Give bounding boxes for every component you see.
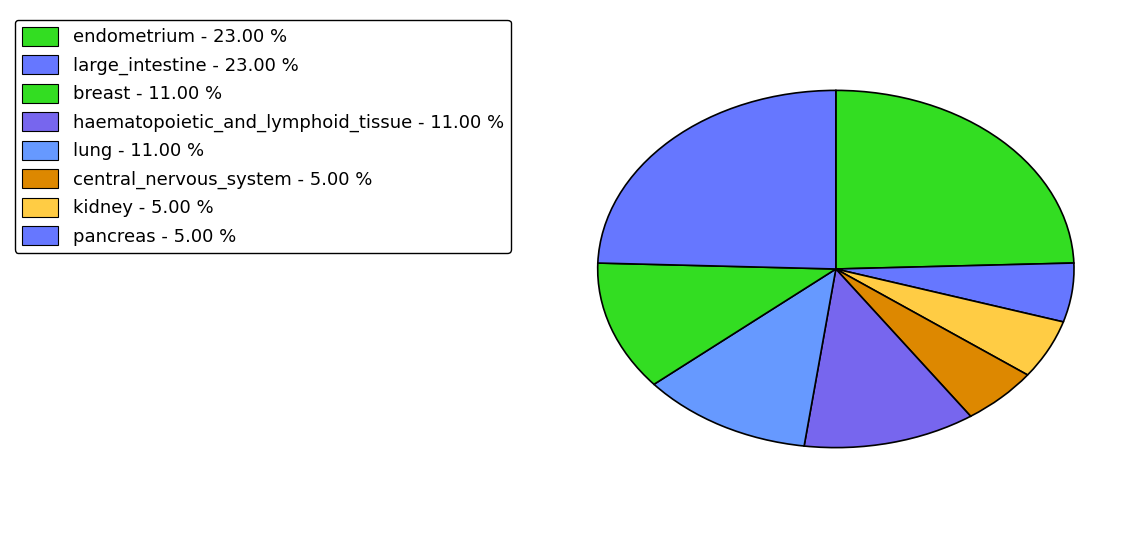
Wedge shape <box>836 90 1074 269</box>
Wedge shape <box>598 263 836 384</box>
Wedge shape <box>836 263 1074 322</box>
Wedge shape <box>836 269 1064 375</box>
Legend: endometrium - 23.00 %, large_intestine - 23.00 %, breast - 11.00 %, haematopoiet: endometrium - 23.00 %, large_intestine -… <box>15 20 511 253</box>
Wedge shape <box>654 269 836 446</box>
Wedge shape <box>836 269 1027 416</box>
Wedge shape <box>804 269 971 448</box>
Wedge shape <box>598 90 836 269</box>
